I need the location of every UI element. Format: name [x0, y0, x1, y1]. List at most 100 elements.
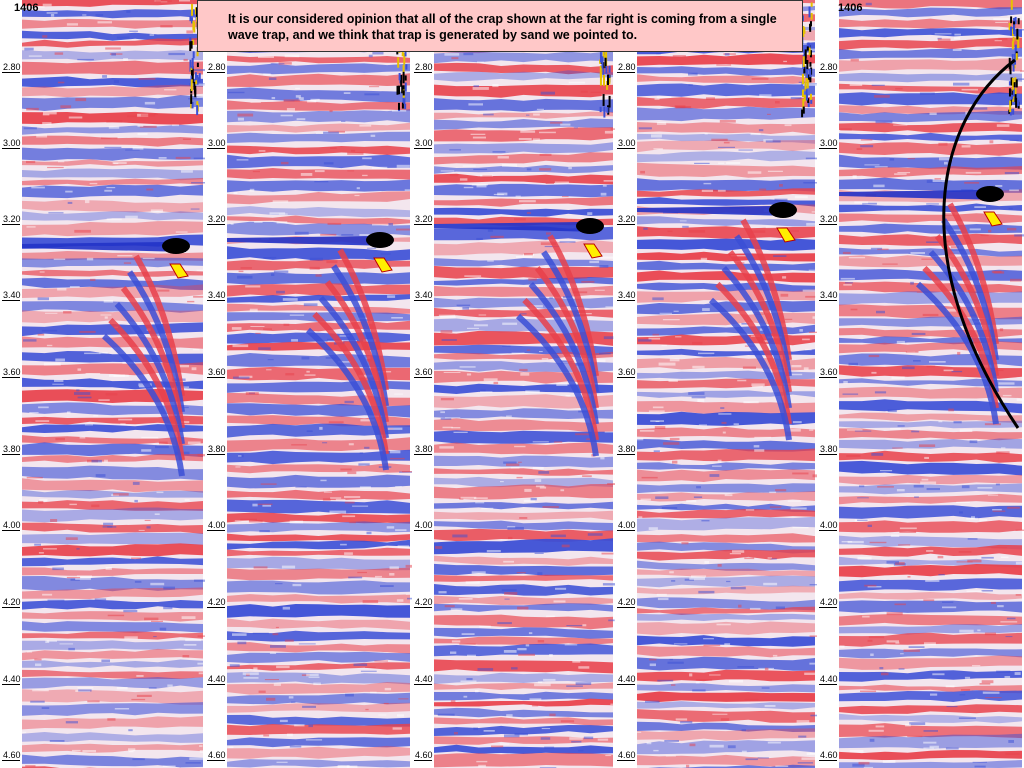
time-tick-label: 2.80: [820, 62, 838, 72]
time-tick-line: [2, 607, 20, 608]
seismic-section-image: [839, 0, 1024, 768]
time-tick-label: 2.80: [618, 62, 636, 72]
time-tick-label: 3.80: [208, 444, 226, 454]
time-tick-line: [617, 148, 635, 149]
time-tick-line: [414, 148, 432, 149]
time-tick-line: [819, 224, 837, 225]
time-tick-label: 4.00: [820, 520, 838, 530]
panel-title: 1406: [14, 2, 39, 14]
time-tick-line: [207, 684, 225, 685]
time-tick-line: [2, 760, 20, 761]
time-tick-line: [207, 454, 225, 455]
time-tick-label: 3.20: [618, 214, 636, 224]
time-tick-label: 4.40: [618, 674, 636, 684]
time-tick-line: [2, 224, 20, 225]
time-tick-line: [2, 530, 20, 531]
time-tick-line: [2, 454, 20, 455]
time-tick-line: [2, 72, 20, 73]
seismic-panel: 2.80 3.00 3.20 3.40 3.60 3.80 4.00 4.20 4.40 4.60: [615, 0, 817, 768]
seismic-panel: 2.80 3.00 3.20 3.40 3.60 3.80 4.00 4.20 4.40 4.60…: [817, 0, 1024, 768]
time-tick-label: 4.60: [3, 750, 21, 760]
time-tick-label: 3.40: [208, 290, 226, 300]
callout-note: It is our considered opinion that all of…: [197, 0, 803, 52]
seismic-panel: 2.80 3.00 3.20 3.40 3.60 3.80 4.00 4.20 4.40 4.60: [412, 0, 615, 768]
time-tick-line: [414, 530, 432, 531]
seismic-section-image: [434, 0, 615, 768]
wave-trap-curve: [942, 58, 1020, 429]
time-tick-line: [617, 454, 635, 455]
time-tick-line: [207, 148, 225, 149]
panel-title: 1406: [838, 2, 863, 14]
time-tick-line: [819, 377, 837, 378]
time-tick-line: [617, 300, 635, 301]
time-tick-line: [207, 760, 225, 761]
time-tick-line: [2, 148, 20, 149]
time-tick-line: [414, 72, 432, 73]
time-tick-line: [414, 607, 432, 608]
time-tick-line: [819, 607, 837, 608]
time-tick-label: 3.80: [415, 444, 433, 454]
time-tick-label: 2.80: [415, 62, 433, 72]
time-tick-line: [207, 224, 225, 225]
time-tick-line: [617, 72, 635, 73]
time-tick-label: 3.60: [820, 367, 838, 377]
time-tick-line: [2, 300, 20, 301]
time-tick-label: 3.60: [208, 367, 226, 377]
time-tick-line: [617, 377, 635, 378]
seismic-panel: 2.80 3.00 3.20 3.40 3.60 3.80 4.00 4.20 4.40 4.60…: [0, 0, 205, 768]
seismic-panel: 2.80 3.00 3.20 3.40 3.60 3.80 4.00 4.20 4.40 4.60: [205, 0, 412, 768]
time-tick-label: 3.20: [820, 214, 838, 224]
time-tick-line: [819, 148, 837, 149]
time-tick-line: [617, 684, 635, 685]
time-tick-line: [414, 300, 432, 301]
time-tick-line: [207, 607, 225, 608]
time-tick-line: [414, 224, 432, 225]
time-tick-label: 3.80: [820, 444, 838, 454]
time-tick-line: [2, 377, 20, 378]
time-tick-label: 4.20: [415, 597, 433, 607]
time-tick-line: [617, 530, 635, 531]
time-tick-label: 4.60: [415, 750, 433, 760]
time-tick-line: [414, 454, 432, 455]
time-tick-line: [819, 760, 837, 761]
time-tick-label: 2.80: [3, 62, 21, 72]
time-tick-line: [819, 684, 837, 685]
time-tick-label: 4.40: [208, 674, 226, 684]
seismic-section-image: [227, 0, 412, 768]
seismic-section-image: [22, 0, 205, 768]
time-tick-label: 4.00: [3, 520, 21, 530]
time-tick-label: 2.80: [208, 62, 226, 72]
time-tick-line: [819, 300, 837, 301]
time-tick-label: 4.00: [208, 520, 226, 530]
time-tick-label: 3.20: [415, 214, 433, 224]
time-tick-line: [414, 760, 432, 761]
time-tick-line: [819, 530, 837, 531]
time-tick-line: [207, 530, 225, 531]
time-tick-line: [207, 300, 225, 301]
time-tick-label: 4.20: [618, 597, 636, 607]
time-tick-line: [414, 684, 432, 685]
time-tick-label: 3.60: [3, 367, 21, 377]
time-tick-label: 3.60: [415, 367, 433, 377]
time-tick-line: [617, 760, 635, 761]
time-tick-label: 4.20: [820, 597, 838, 607]
time-tick-line: [414, 377, 432, 378]
time-tick-label: 3.40: [3, 290, 21, 300]
time-tick-label: 4.20: [3, 597, 21, 607]
time-tick-label: 4.60: [208, 750, 226, 760]
time-tick-label: 3.80: [3, 444, 21, 454]
time-tick-line: [207, 72, 225, 73]
time-tick-line: [2, 684, 20, 685]
time-tick-label: 3.40: [415, 290, 433, 300]
time-tick-line: [819, 72, 837, 73]
seismic-section-image: [637, 0, 817, 768]
callout-text: It is our considered opinion that all of…: [228, 12, 777, 42]
time-tick-label: 4.60: [618, 750, 636, 760]
time-tick-label: 3.00: [208, 138, 226, 148]
time-tick-label: 3.20: [208, 214, 226, 224]
time-tick-label: 3.40: [820, 290, 838, 300]
time-tick-line: [819, 454, 837, 455]
time-tick-label: 3.80: [618, 444, 636, 454]
time-tick-label: 3.60: [618, 367, 636, 377]
time-tick-label: 4.40: [415, 674, 433, 684]
